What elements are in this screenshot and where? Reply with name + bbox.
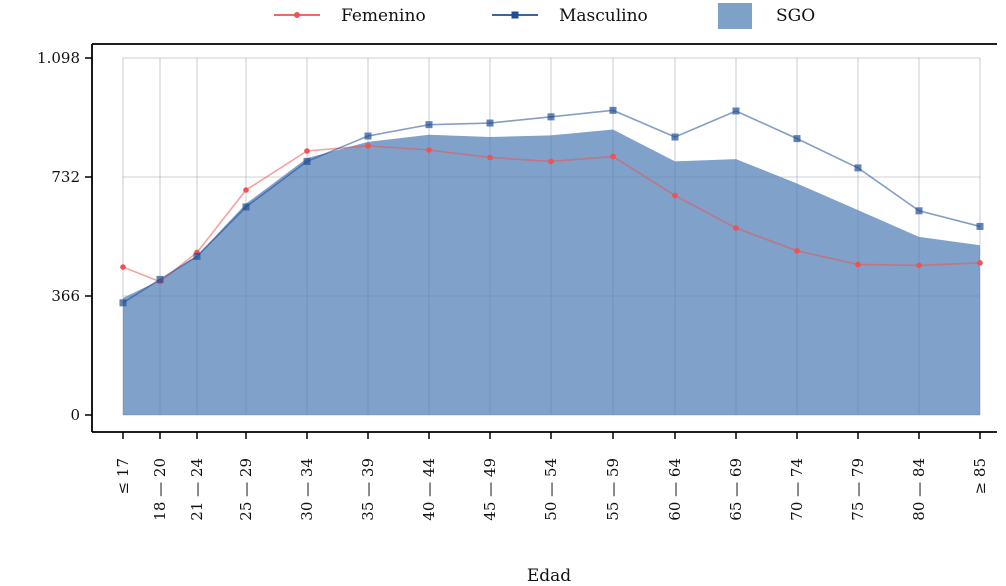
series-area-sgo (123, 129, 980, 415)
x-tick-label: 30 — 34 (298, 458, 316, 521)
x-tick-label: ≤ 17 (114, 458, 132, 494)
legend-item-femenino: Femenino (274, 6, 426, 26)
data-point-femenino (672, 192, 678, 199)
x-tick-label: 40 — 44 (420, 458, 438, 521)
y-tick-label: 366 (51, 287, 80, 305)
data-point-femenino (365, 142, 371, 149)
x-tick-label: 60 — 64 (666, 458, 684, 521)
legend-label-sgo: SGO (776, 6, 815, 26)
data-point-femenino (610, 153, 616, 160)
data-point-masculino (793, 135, 801, 143)
data-point-femenino (304, 148, 310, 154)
data-point-femenino (855, 261, 861, 268)
legend-item-masculino: Masculino (492, 6, 648, 26)
x-tick-label: 45 — 49 (481, 458, 499, 521)
data-point-femenino (120, 264, 126, 270)
data-point-masculino (547, 113, 555, 121)
x-tick-label: 18 — 20 (151, 458, 169, 521)
data-point-femenino (426, 147, 432, 153)
y-tick-label: 0 (70, 406, 80, 424)
series-line-femenino (122, 144, 981, 283)
data-point-femenino (794, 248, 800, 254)
data-point-femenino (733, 225, 739, 231)
x-tick-label: 80 — 84 (910, 458, 928, 521)
series-line-masculino (122, 109, 981, 304)
data-point-masculino (976, 222, 984, 230)
x-tick-label: 70 — 74 (788, 458, 806, 521)
x-tick-label: 75 — 79 (849, 458, 867, 521)
data-point-femenino (977, 260, 983, 266)
data-point-masculino (486, 119, 494, 127)
x-axis-title: Edad (527, 566, 571, 586)
data-point-femenino (487, 154, 493, 161)
data-point-femenino (243, 187, 249, 193)
data-point-masculino (671, 133, 679, 141)
data-point-masculino (119, 299, 127, 307)
data-point-femenino (916, 262, 922, 269)
legend-label-femenino: Femenino (341, 6, 426, 26)
x-tick-label: 55 — 59 (604, 458, 622, 521)
x-tick-label: 25 — 29 (237, 458, 255, 521)
data-point-masculino (732, 107, 740, 115)
data-point-masculino (915, 207, 923, 215)
plot-area: 0 366 732 1.098 ≤ 17 18 — 20 21 — 24 25 — 29 30 … (37, 43, 997, 521)
data-point-masculino (364, 132, 372, 140)
data-point-masculino (609, 106, 617, 114)
data-point-masculino (303, 157, 311, 165)
y-tick-label: 1.098 (37, 49, 80, 67)
legend-item-sgo: SGO (718, 3, 815, 29)
legend: Femenino Masculino SGO (274, 3, 815, 29)
data-point-masculino (242, 203, 250, 211)
data-point-masculino (854, 164, 862, 172)
x-tick-label: 50 — 54 (542, 458, 560, 521)
x-tick-label: 65 — 69 (727, 458, 745, 521)
data-point-masculino (425, 121, 433, 129)
y-tick-label: 732 (51, 168, 80, 186)
series-masculino (119, 106, 984, 307)
x-tick-label: ≥ 85 (971, 458, 989, 494)
data-point-femenino (548, 158, 554, 165)
data-point-masculino (156, 275, 164, 283)
data-point-masculino (193, 252, 201, 260)
x-tick-label: 21 — 24 (188, 458, 206, 521)
x-tick-label: 35 — 39 (359, 458, 377, 521)
legend-label-masculino: Masculino (559, 6, 648, 26)
